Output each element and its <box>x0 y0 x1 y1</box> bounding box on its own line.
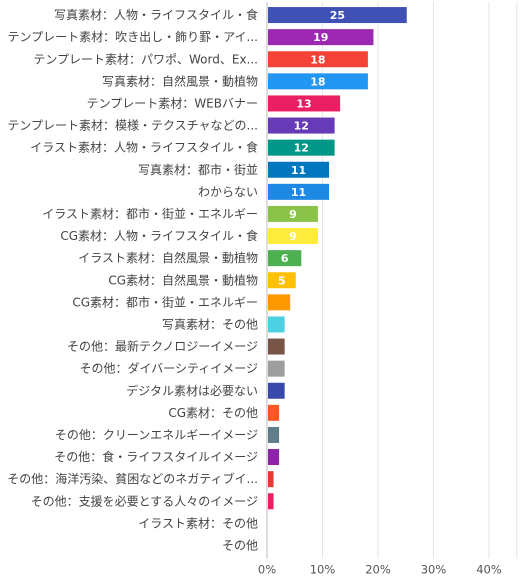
x-tick-label: 20% <box>365 563 391 577</box>
category-label: 写真素材：自然風景・動植物 <box>102 73 258 88</box>
category-label: CG素材：都市・街並・エネルギー <box>72 294 258 309</box>
category-label: その他：ダイバーシティイメージ <box>79 361 258 376</box>
category-label: その他：海洋汚染、貧困などのネガティブイ... <box>7 471 258 486</box>
tick-layer: 0% 10% 20% 30% 40% <box>258 563 502 577</box>
category-label: CG素材：人物・ライフスタイル・食 <box>60 228 258 243</box>
bar <box>268 338 285 355</box>
category-label: イラスト素材：人物・ライフスタイル・食 <box>30 140 258 155</box>
category-label: CG素材：その他 <box>168 406 258 420</box>
category-label: デジタル素材は必要ない <box>126 383 258 398</box>
bar <box>268 73 368 90</box>
bar-data-label: 11 <box>291 186 306 199</box>
bar-data-label: 9 <box>289 208 297 221</box>
bar <box>268 382 285 399</box>
bar <box>268 426 280 443</box>
category-label: テンプレート素材：WEBバナー <box>87 96 258 110</box>
bar-data-label: 6 <box>281 252 289 265</box>
category-label: テンプレート素材：模様・テクスチャなどの... <box>7 119 258 133</box>
x-tick-label: 0% <box>258 563 276 577</box>
bar <box>268 161 330 178</box>
bar-data-label: 18 <box>310 53 325 66</box>
bar <box>268 360 285 377</box>
bar <box>268 7 407 24</box>
bar <box>268 205 318 222</box>
category-label: イラスト素材：都市・街並・エネルギー <box>42 206 258 221</box>
category-label: 写真素材：人物・ライフスタイル・食 <box>54 7 258 22</box>
bar <box>268 95 341 112</box>
x-tick-label: 40% <box>476 563 502 577</box>
bar-data-label: 13 <box>296 97 311 110</box>
bar <box>268 29 374 46</box>
bar-data-label: 11 <box>291 164 306 177</box>
category-label: イラスト素材：自然風景・動植物 <box>78 250 258 265</box>
category-label: 写真素材：その他 <box>162 317 258 331</box>
bar-data-label: 12 <box>294 142 309 155</box>
bar <box>268 449 280 466</box>
bar <box>268 294 291 311</box>
bar <box>268 471 274 488</box>
category-label: 写真素材：都市・街並 <box>138 162 258 177</box>
label-layer: 写真素材：人物・ライフスタイル・食 25 テンプレート素材：吹き出し・飾り罫・アイ.… <box>7 7 345 552</box>
bar <box>268 51 368 68</box>
x-tick-label: 30% <box>421 563 447 577</box>
x-tick-label: 10% <box>310 563 336 577</box>
category-label: イラスト素材：その他 <box>138 516 258 530</box>
bar <box>268 250 302 267</box>
category-label: その他：クリーンエネルギーイメージ <box>55 428 258 442</box>
category-label: テンプレート素材：吹き出し・飾り罫・アイ... <box>8 30 259 44</box>
bar <box>268 493 274 510</box>
bar <box>268 228 318 245</box>
bar <box>268 316 285 333</box>
bar-data-label: 25 <box>330 9 345 22</box>
bar <box>268 183 330 200</box>
bar <box>268 139 335 156</box>
grid-layer <box>266 2 518 559</box>
category-label: CG素材：自然風景・動植物 <box>108 272 258 287</box>
category-label: わからない <box>198 185 258 199</box>
bar-layer <box>268 7 407 510</box>
category-label: その他 <box>222 538 258 552</box>
category-label: その他：支援を必要とする人々のイメージ <box>31 494 258 508</box>
bar-data-label: 9 <box>289 230 297 243</box>
category-label: テンプレート素材：パワポ、Word、Ex... <box>33 52 258 66</box>
category-label: その他：最新テクノロジーイメージ <box>67 339 258 354</box>
category-label: その他：食・ライフスタイルイメージ <box>54 449 258 464</box>
bar-data-label: 5 <box>278 274 286 287</box>
bar-data-label: 18 <box>310 75 325 88</box>
bar <box>268 272 296 289</box>
bar-data-label: 12 <box>294 120 309 133</box>
bar <box>268 117 335 134</box>
bar-data-label: 19 <box>313 31 328 44</box>
bar <box>268 404 280 421</box>
